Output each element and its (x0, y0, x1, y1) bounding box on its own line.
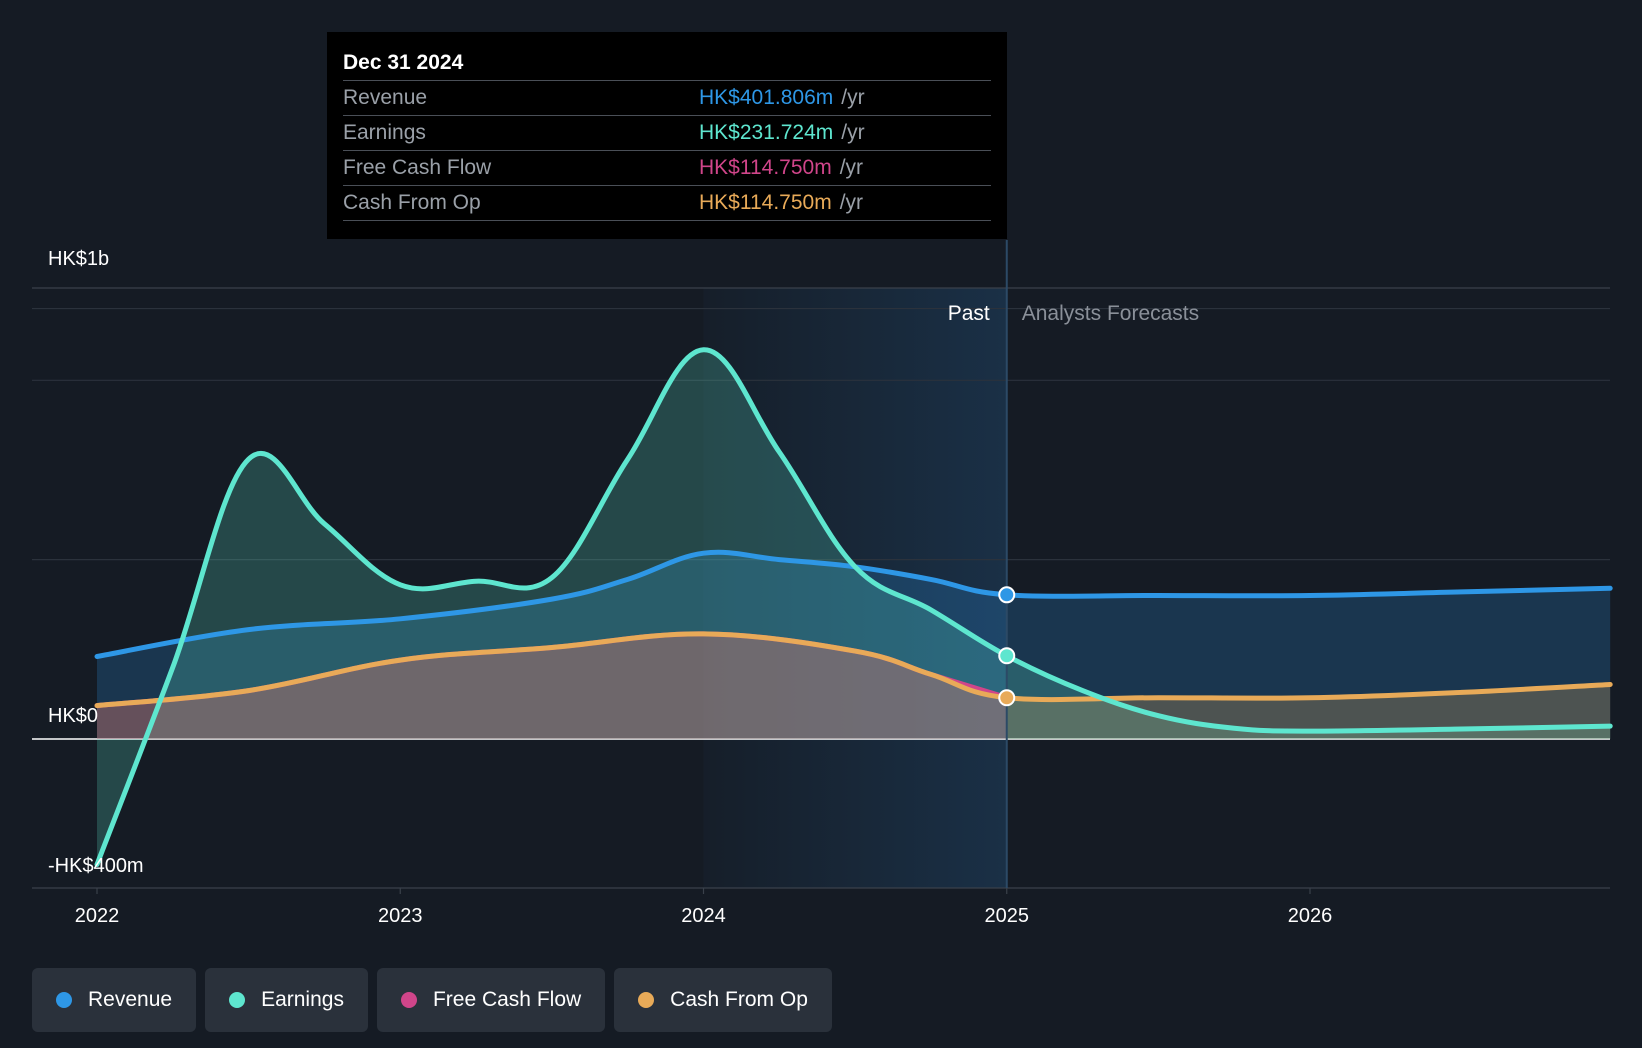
tooltip-row-earnings: Earnings HK$231.724m /yr (343, 116, 991, 151)
area-earnings (97, 349, 1611, 865)
legend-label: Earnings (261, 988, 344, 1011)
area-free-cash-flow (97, 633, 1007, 739)
tooltip-unit: /yr (841, 121, 865, 144)
tooltip-label: Free Cash Flow (343, 156, 492, 179)
tooltip-row-free-cash-flow: Free Cash Flow HK$114.750m /yr (343, 151, 991, 186)
tooltip-label: Revenue (343, 86, 428, 109)
x-tick-label: 2025 (985, 905, 1030, 927)
legend-dot-icon (229, 992, 246, 1008)
x-tick-label: 2022 (75, 905, 120, 927)
legend-dot-icon (56, 992, 72, 1008)
tooltip-date: Dec 31 2024 (343, 46, 991, 81)
y-tick-label: -HK$400m (48, 855, 144, 877)
legend-label: Cash From Op (670, 988, 808, 1011)
area-cash-from-op (97, 633, 1611, 739)
marker-earnings[interactable] (998, 647, 1016, 665)
legend-item-cash-from-op[interactable]: Cash From Op (614, 968, 832, 1032)
x-tick-label: 2026 (1288, 905, 1333, 927)
tooltip-value: HK$401.806m (699, 86, 834, 109)
tooltip-unit: /yr (841, 86, 865, 109)
legend-dot-icon (638, 992, 655, 1008)
legend-item-revenue[interactable]: Revenue (32, 968, 197, 1032)
tooltip-row-cash-from-op: Cash From Op HK$114.750m /yr (343, 186, 991, 221)
y-tick-label: HK$1b (48, 248, 109, 270)
tooltip-label: Cash From Op (343, 191, 481, 214)
line-revenue (94, 549, 1613, 659)
y-tick-label: HK$0 (48, 705, 98, 727)
marker-revenue[interactable] (998, 586, 1016, 604)
tooltip-value: HK$114.750m (699, 191, 832, 214)
line-earnings (94, 347, 1613, 867)
tooltip-label: Earnings (343, 121, 426, 144)
past-label: Past (948, 302, 990, 325)
tooltip-value: HK$231.724m (699, 121, 834, 144)
legend-dot-icon (400, 992, 417, 1008)
legend-item-earnings[interactable]: Earnings (205, 968, 368, 1032)
legend-item-free-cash-flow[interactable]: Free Cash Flow (376, 968, 606, 1032)
legend-label: Free Cash Flow (432, 988, 582, 1011)
x-tick-label: 2023 (378, 905, 423, 927)
line-cash-from-op (94, 631, 1613, 709)
forecast-label: Analysts Forecasts (1022, 302, 1199, 325)
legend: Revenue Earnings Free Cash Flow Cash Fro… (32, 968, 832, 1032)
tooltip-unit: /yr (839, 191, 864, 214)
area-revenue (97, 552, 1611, 739)
tooltip-unit: /yr (839, 156, 864, 179)
x-tick-label: 2024 (681, 905, 726, 927)
tooltip-row-revenue: Revenue HK$401.806m /yr (343, 81, 991, 116)
legend-label: Revenue (88, 988, 173, 1011)
tooltip: Dec 31 2024 Revenue HK$401.806m /yr Earn… (327, 32, 1007, 239)
marker-cash-from-op[interactable] (998, 689, 1016, 707)
tooltip-value: HK$114.750m (699, 156, 832, 179)
